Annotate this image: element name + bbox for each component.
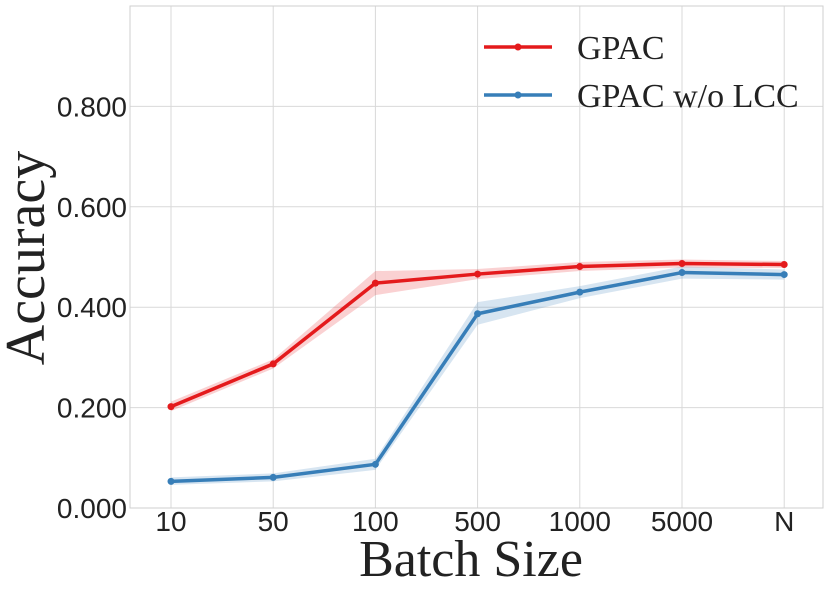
data-point-gpac bbox=[167, 403, 175, 411]
x-tick-labels: 10 50 100 500 1000 5000 N bbox=[155, 506, 794, 537]
legend-label-gpac: GPAC bbox=[577, 30, 665, 67]
data-point-gpac bbox=[576, 263, 584, 271]
x-tick-label: 100 bbox=[352, 506, 399, 537]
y-tick-label: 0.000 bbox=[57, 493, 127, 524]
data-point-gpac-w-o-lcc bbox=[576, 288, 584, 296]
legend-label-gpac-wo-lcc: GPAC w/o LCC bbox=[577, 78, 799, 115]
grid bbox=[130, 6, 823, 509]
data-point-gpac-w-o-lcc bbox=[371, 460, 379, 468]
legend: GPAC GPAC w/o LCC bbox=[484, 30, 799, 115]
y-axis-label: Accuracy bbox=[0, 151, 57, 366]
legend-marker-gpac bbox=[514, 43, 522, 51]
data-point-gpac bbox=[780, 261, 788, 269]
y-tick-labels: 0.000 0.200 0.400 0.600 0.800 bbox=[57, 91, 127, 524]
data-point-gpac-w-o-lcc bbox=[474, 310, 482, 318]
confidence-band-gpac-w-o-lcc bbox=[171, 266, 785, 485]
data-point-gpac bbox=[474, 270, 482, 278]
x-tick-label: 5000 bbox=[651, 506, 713, 537]
x-tick-label: N bbox=[774, 506, 794, 537]
x-tick-label: 500 bbox=[454, 506, 501, 537]
confidence-bands bbox=[171, 259, 785, 485]
y-tick-label: 0.600 bbox=[57, 192, 127, 223]
data-point-gpac-w-o-lcc bbox=[780, 271, 788, 279]
data-point-gpac-w-o-lcc bbox=[167, 477, 175, 485]
x-tick-label: 1000 bbox=[549, 506, 611, 537]
data-points bbox=[167, 260, 788, 485]
data-point-gpac bbox=[269, 360, 277, 368]
legend-marker-gpac-wo-lcc bbox=[514, 91, 522, 99]
data-point-gpac-w-o-lcc bbox=[269, 473, 277, 481]
y-tick-label: 0.200 bbox=[57, 393, 127, 424]
y-tick-label: 0.400 bbox=[57, 292, 127, 323]
y-tick-label: 0.800 bbox=[57, 91, 127, 122]
data-point-gpac bbox=[371, 279, 379, 287]
x-axis-label: Batch Size bbox=[359, 531, 583, 588]
plot-frame bbox=[129, 5, 824, 509]
data-point-gpac-w-o-lcc bbox=[678, 269, 686, 277]
x-tick-label: 10 bbox=[155, 506, 186, 537]
data-point-gpac bbox=[678, 260, 686, 268]
x-tick-label: 50 bbox=[258, 506, 289, 537]
